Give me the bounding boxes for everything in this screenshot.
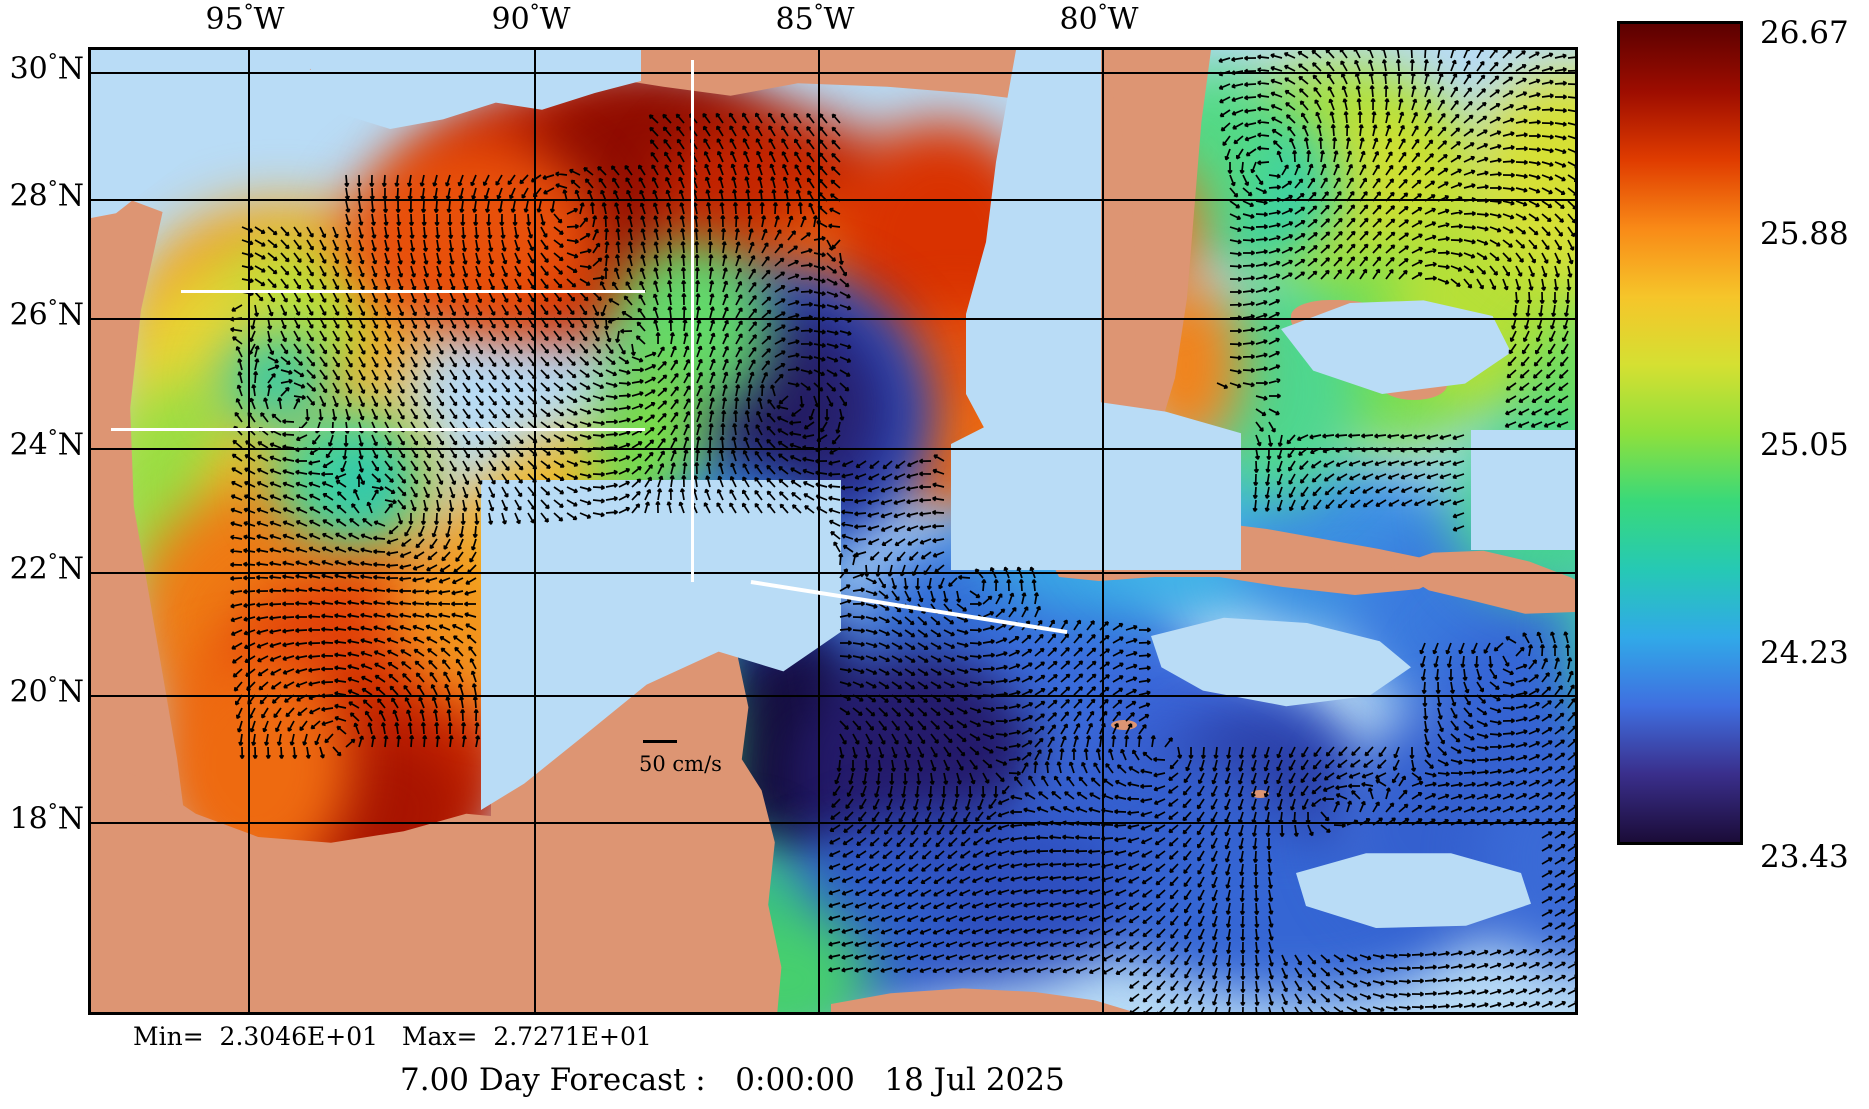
lat-tick-suffix: N: [57, 427, 84, 463]
latitude-axis: 30°N 28°N 26°N 24°N 22°N 20°N 18°N: [0, 47, 88, 1015]
colorbar-gradient: [1617, 21, 1743, 845]
land-island-small-2: [1251, 790, 1269, 798]
lon-tick-value: 95: [205, 2, 244, 37]
white-line-lat-lower: [111, 428, 645, 431]
velocity-scale-arrow-icon: [643, 740, 677, 743]
white-line-lon: [691, 60, 694, 582]
gridline-lat-20n: [91, 695, 1575, 697]
lat-tick-suffix: N: [57, 551, 84, 587]
map-panel[interactable]: 50 cm/s: [88, 47, 1578, 1015]
colorbar[interactable]: [1617, 21, 1743, 845]
degree-icon: °: [47, 48, 58, 73]
degree-icon: °: [47, 294, 58, 319]
gridline-lat-22n: [91, 572, 1575, 574]
lon-tick-95w: 95°W: [205, 0, 285, 37]
gridline-lat-18n: [91, 822, 1575, 824]
colorbar-tick-4: 24.23: [1760, 635, 1849, 671]
degree-icon: °: [47, 424, 58, 449]
gridline-lat-30n: [91, 72, 1575, 74]
degree-icon: °: [813, 0, 824, 23]
minmax-readout: Min= 2.3046E+01 Max= 2.7271E+01: [133, 1022, 652, 1051]
lon-tick-80w: 80°W: [1059, 0, 1139, 37]
lon-tick-suffix: W: [539, 2, 571, 37]
lat-tick-suffix: N: [57, 801, 84, 837]
map-canvas: 50 cm/s: [91, 50, 1575, 1012]
lat-tick-20n: 20°N: [9, 671, 84, 710]
lon-tick-85w: 85°W: [775, 0, 855, 37]
degree-icon: °: [47, 798, 58, 823]
lon-tick-suffix: W: [1107, 2, 1139, 37]
degree-icon: °: [47, 548, 58, 573]
colorbar-tick-3: 25.05: [1760, 427, 1849, 463]
lon-tick-value: 85: [775, 2, 814, 37]
velocity-scale-label: 50 cm/s: [639, 752, 722, 776]
lat-tick-28n: 28°N: [9, 175, 84, 214]
colorbar-tick-max: 26.67: [1760, 15, 1849, 51]
velocity-scale-key: 50 cm/s: [639, 740, 722, 776]
lon-tick-value: 90: [491, 2, 530, 37]
gridline-lat-28n: [91, 199, 1575, 201]
lat-tick-suffix: N: [57, 178, 84, 214]
lat-tick-value: 20: [9, 674, 48, 710]
gridline-lat-24n: [91, 448, 1575, 450]
gridline-lat-26n: [91, 318, 1575, 320]
degree-icon: °: [529, 0, 540, 23]
forecast-caption: 7.00 Day Forecast : 0:00:00 18 Jul 2025: [400, 1062, 1065, 1098]
lat-tick-24n: 24°N: [9, 424, 84, 463]
gridline-lon-85w: [818, 50, 820, 1012]
lon-tick-value: 80: [1059, 2, 1098, 37]
degree-icon: °: [243, 0, 254, 23]
lon-tick-suffix: W: [823, 2, 855, 37]
lat-tick-value: 28: [9, 178, 48, 214]
lat-tick-value: 22: [9, 551, 48, 587]
lat-tick-22n: 22°N: [9, 548, 84, 587]
lat-tick-suffix: N: [57, 297, 84, 333]
lat-tick-26n: 26°N: [9, 294, 84, 333]
lon-tick-90w: 90°W: [491, 0, 571, 37]
lat-tick-30n: 30°N: [9, 48, 84, 87]
gridline-lon-95w: [248, 50, 250, 1012]
lat-tick-suffix: N: [57, 674, 84, 710]
lat-tick-value: 18: [9, 801, 48, 837]
lat-tick-value: 24: [9, 427, 48, 463]
lat-tick-value: 26: [9, 297, 48, 333]
colorbar-ticks: 26.67 25.88 25.05 24.23 23.43: [1760, 15, 1869, 875]
gridline-lon-90w: [534, 50, 536, 1012]
gridline-lon-80w: [1102, 50, 1104, 1012]
degree-icon: °: [47, 671, 58, 696]
lon-tick-suffix: W: [253, 2, 285, 37]
colorbar-tick-2: 25.88: [1760, 216, 1849, 252]
land-island-small-1: [1111, 720, 1137, 730]
lat-tick-value: 30: [9, 51, 48, 87]
colorbar-tick-min: 23.43: [1760, 839, 1849, 875]
lat-tick-18n: 18°N: [9, 798, 84, 837]
degree-icon: °: [1097, 0, 1108, 23]
longitude-axis: 95°W 90°W 85°W 80°W: [88, 0, 1578, 46]
white-line-lat-upper: [181, 290, 645, 293]
lat-tick-suffix: N: [57, 51, 84, 87]
degree-icon: °: [47, 175, 58, 200]
